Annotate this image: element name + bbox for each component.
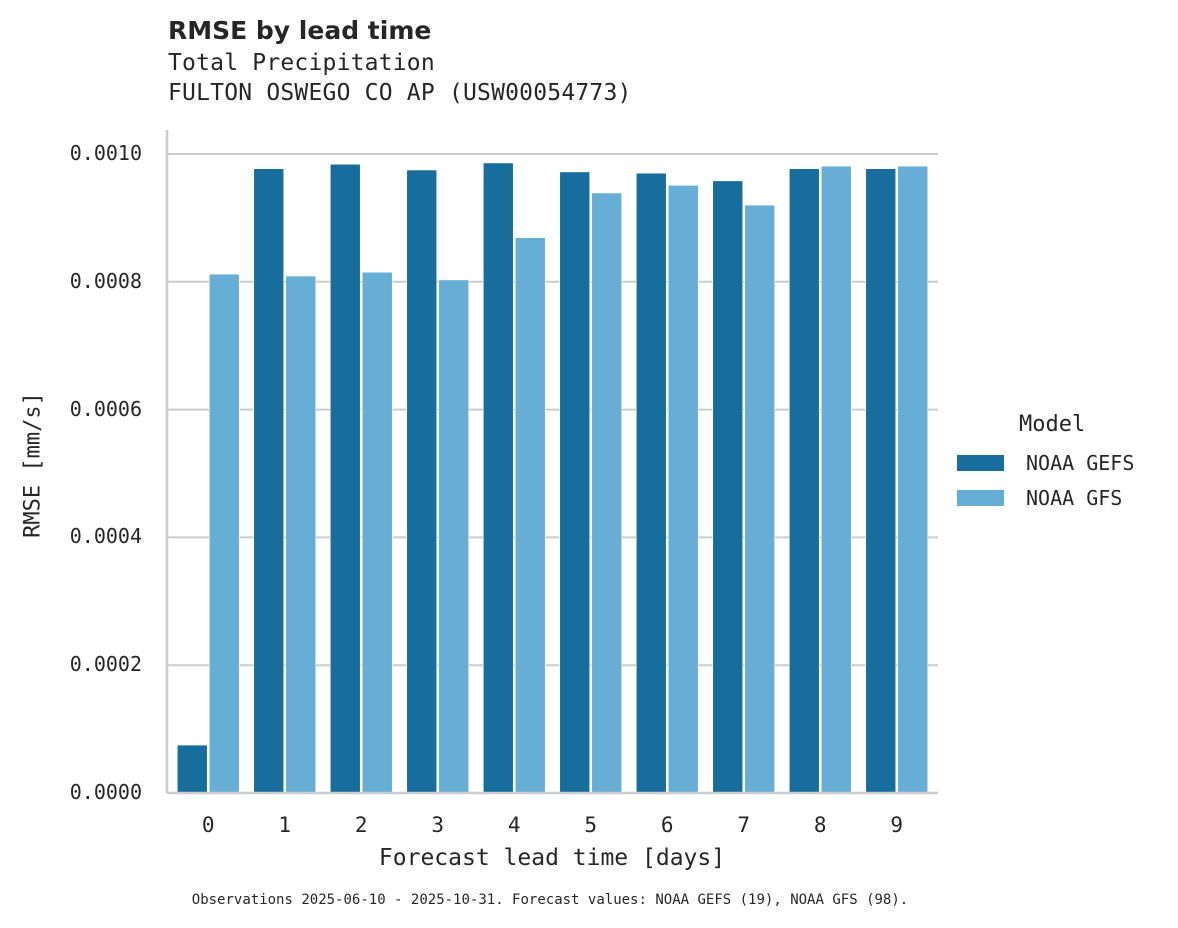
bar-gefs-lead-6 [635,172,667,794]
x-tick-label: 3 [431,813,445,837]
bar-gefs-lead-9 [865,168,897,794]
bar-gefs-lead-4 [482,162,514,794]
bar-gefs-lead-2 [329,163,361,794]
y-tick-label: 0.0004 [69,524,142,549]
chart-subtitle-station: FULTON OSWEGO CO AP (USW00054773) [168,80,632,106]
y-axis-label: RMSE [mm/s] [20,392,46,538]
bar-series [176,162,929,794]
legend-swatch-gfs [957,489,1004,506]
bar-gfs-lead-7 [744,204,776,794]
x-tick-label: 7 [737,813,751,837]
y-tick-label: 0.0006 [69,396,142,421]
x-tick-label: 5 [584,813,598,837]
bar-gefs-lead-0 [176,744,208,794]
bar-gfs-lead-9 [897,165,929,794]
legend-label-gefs: NOAA GEFS [1026,450,1135,475]
y-tick-label: 0.0008 [69,268,142,293]
bar-gfs-lead-1 [285,275,317,794]
chart-title: RMSE by lead time [168,16,432,45]
x-tick-label: 4 [507,813,521,837]
bar-gfs-lead-5 [591,192,623,794]
bar-gfs-lead-8 [820,165,852,794]
bar-gfs-lead-0 [208,273,240,794]
x-axis-label: Forecast lead time [days] [378,845,726,871]
legend-label-gfs: NOAA GFS [1026,485,1123,510]
bar-gfs-lead-6 [667,185,699,794]
legend-item-gfs: NOAA GFS [957,480,1134,515]
x-tick-label: 9 [890,813,904,837]
bar-gefs-lead-8 [788,168,820,794]
bar-gefs-lead-7 [712,180,744,794]
footnote: Observations 2025-06-10 - 2025-10-31. Fo… [191,892,909,908]
legend: Model NOAA GEFS NOAA GFS [957,412,1134,515]
bar-gfs-lead-3 [438,279,470,794]
x-tick-label: 8 [813,813,827,837]
legend-title: Model [1019,412,1086,437]
x-tick-label: 1 [278,813,292,837]
x-tick-label: 0 [201,813,215,837]
y-tick-label: 0.0010 [69,141,142,165]
bar-gefs-lead-3 [406,169,438,794]
legend-swatch-gefs [957,454,1004,471]
bar-gfs-lead-2 [361,271,393,794]
legend-item-gefs: NOAA GEFS [957,445,1134,480]
x-tick-label: 6 [660,813,674,837]
y-tick-label: 0.0000 [69,780,142,804]
chart-subtitle-variable: Total Precipitation [168,50,435,76]
bar-gfs-lead-4 [514,237,546,794]
bar-gefs-lead-1 [253,168,285,794]
bar-gefs-lead-5 [559,171,591,794]
y-tick-label: 0.0002 [69,652,142,677]
x-tick-label: 2 [354,813,368,837]
